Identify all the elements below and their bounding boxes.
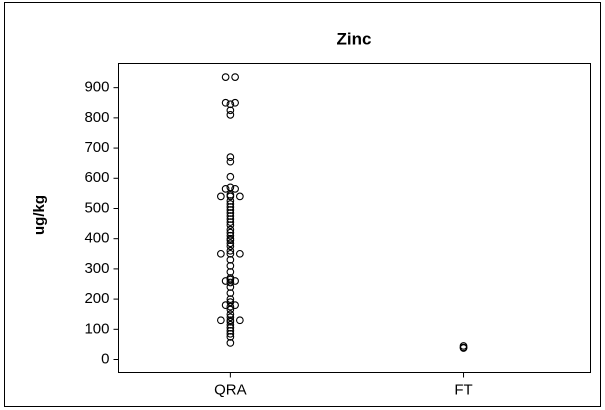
data-point [226, 218, 235, 226]
data-point [226, 242, 235, 251]
data-point [221, 301, 230, 309]
data-point [226, 302, 235, 311]
data-point [226, 289, 235, 297]
data-point [221, 73, 230, 81]
x-tick-label: FT [454, 381, 472, 398]
y-tick-label: 200 [84, 290, 109, 307]
chart-title: Zinc [337, 29, 372, 48]
data-point [226, 320, 235, 329]
x-tick-label: QRA [214, 381, 247, 398]
data-point [226, 310, 235, 319]
data-point [226, 323, 235, 332]
data-point [226, 192, 235, 201]
chart-border [4, 2, 601, 407]
data-point [226, 313, 235, 322]
data-point [226, 329, 235, 338]
data-point [231, 277, 239, 285]
data-point [226, 283, 235, 291]
y-tick-label: 600 [84, 169, 109, 186]
data-point [226, 326, 235, 335]
y-tick-label: 500 [84, 199, 109, 216]
data-point [236, 249, 244, 258]
data-point [226, 110, 235, 119]
data-point [226, 305, 235, 314]
data-point [226, 153, 235, 161]
data-point [226, 249, 235, 258]
data-point [226, 268, 235, 276]
y-tick-label: 0 [101, 350, 109, 367]
data-point [221, 98, 230, 107]
data-point [226, 206, 235, 214]
data-point [226, 275, 235, 284]
data-point [236, 316, 244, 325]
data-point [231, 185, 239, 193]
plot-frame [118, 63, 591, 373]
y-tick-label: 300 [84, 260, 109, 277]
data-point [226, 236, 235, 245]
data-point [226, 157, 235, 166]
data-point [226, 239, 235, 248]
data-point [226, 231, 235, 240]
data-point [226, 262, 235, 270]
data-point [236, 192, 244, 201]
data-point [226, 255, 235, 264]
y-tick-label: 700 [84, 139, 109, 156]
data-point [226, 246, 235, 255]
data-point [226, 278, 235, 287]
data-point [226, 209, 235, 217]
data-point [226, 200, 235, 208]
data-point [226, 228, 235, 237]
data-point [231, 98, 239, 107]
data-point [217, 316, 225, 325]
data-point [231, 73, 239, 81]
data-point [226, 225, 235, 234]
data-point [226, 333, 235, 341]
data-point [221, 185, 230, 193]
data-point [226, 100, 235, 109]
data-point [226, 183, 235, 192]
y-tick-label: 800 [84, 109, 109, 126]
y-tick-label: 100 [84, 320, 109, 337]
data-point [226, 172, 235, 181]
data-point [226, 212, 235, 220]
data-point [459, 344, 468, 352]
data-point [217, 192, 225, 201]
data-point [226, 197, 235, 205]
data-point [226, 317, 235, 326]
data-point [226, 339, 235, 347]
data-point [221, 277, 230, 285]
data-point [226, 295, 235, 303]
data-point [217, 249, 225, 258]
data-point [231, 301, 239, 309]
y-tick-label: 400 [84, 230, 109, 247]
y-axis-label: ug/kg [31, 195, 48, 235]
data-point [226, 106, 235, 115]
data-point [226, 221, 235, 229]
data-point [226, 203, 235, 211]
data-point [226, 215, 235, 223]
y-tick-label: 900 [84, 79, 109, 96]
